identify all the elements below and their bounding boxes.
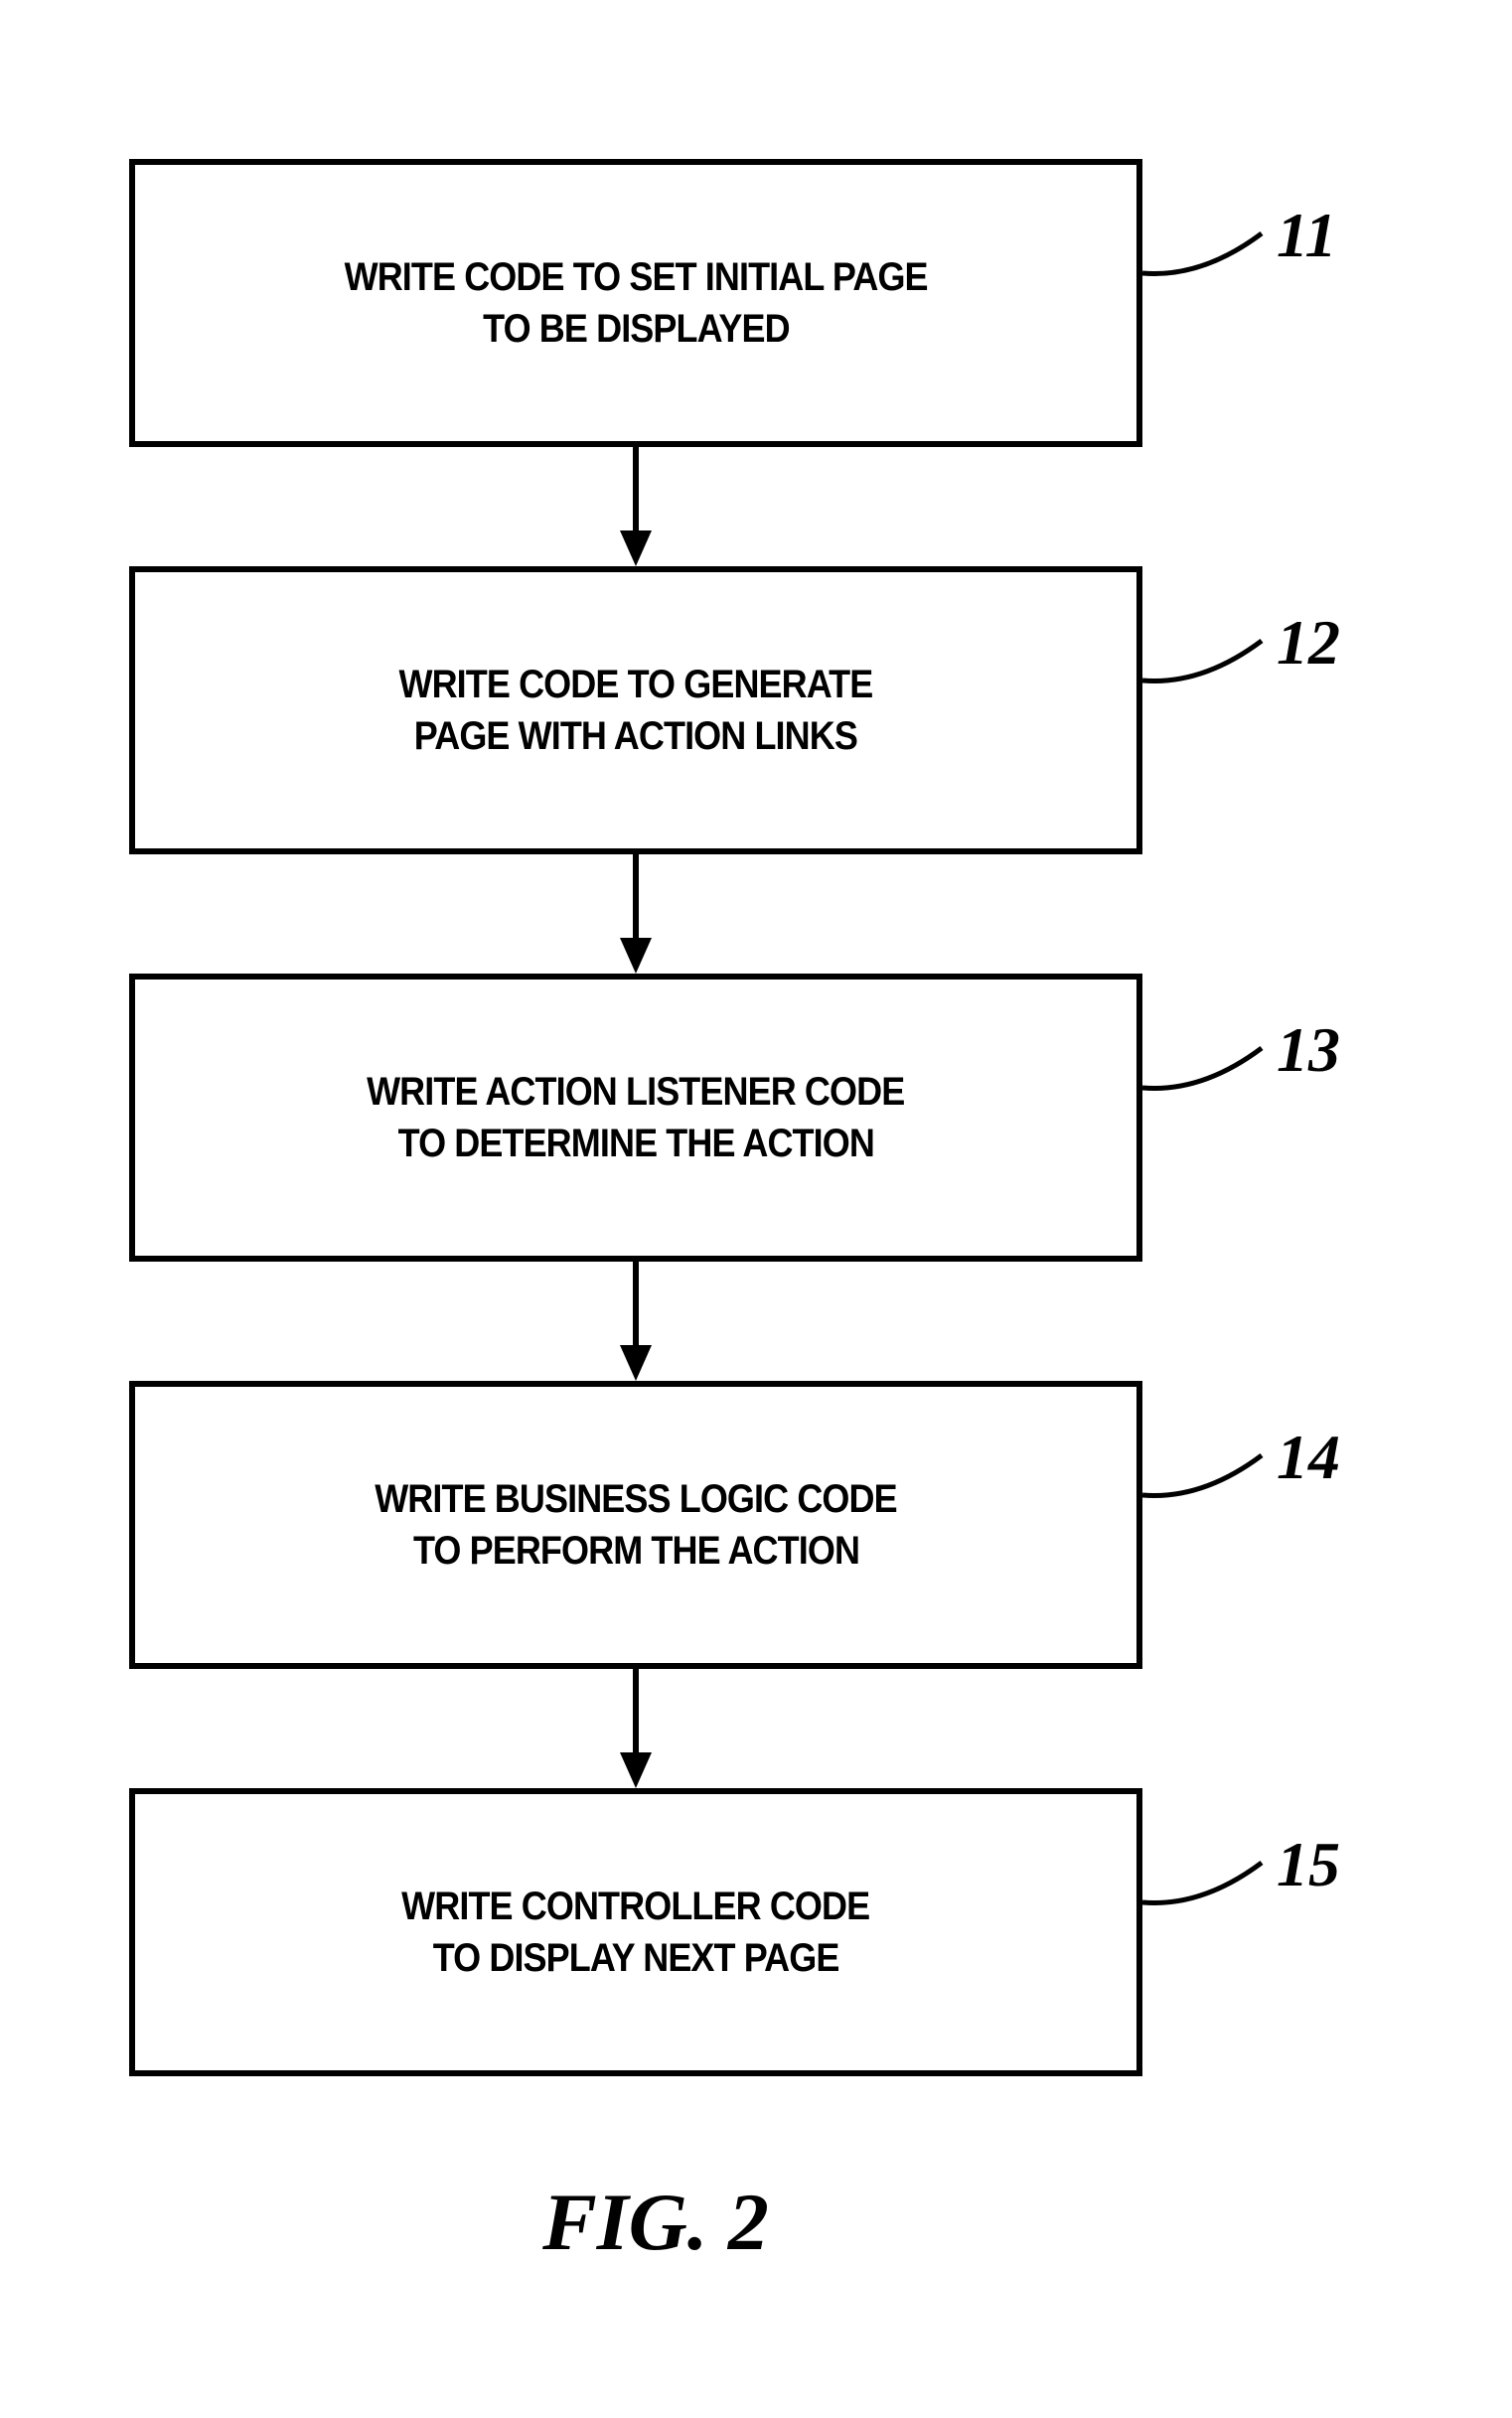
- arrow-line-1: [633, 447, 639, 532]
- figure-caption: FIG. 2: [457, 2176, 854, 2269]
- ref-curve-3: [1142, 1043, 1272, 1103]
- box-text-3-line1: WRITE ACTION LISTENER CODE: [367, 1066, 904, 1118]
- arrow-line-2: [633, 854, 639, 940]
- process-box-2: WRITE CODE TO GENERATE PAGE WITH ACTION …: [129, 566, 1142, 854]
- box-text-2-line1: WRITE CODE TO GENERATE: [399, 659, 873, 710]
- arrow-head-4: [620, 1752, 652, 1788]
- process-box-4: WRITE BUSINESS LOGIC CODE TO PERFORM THE…: [129, 1381, 1142, 1669]
- ref-curve-1: [1142, 228, 1272, 288]
- ref-number-4: 14: [1277, 1421, 1340, 1494]
- box-text-3-line2: TO DETERMINE THE ACTION: [397, 1118, 873, 1169]
- ref-curve-5: [1142, 1858, 1272, 1917]
- ref-number-3: 13: [1277, 1013, 1340, 1087]
- arrow-line-4: [633, 1669, 639, 1754]
- box-text-1-line2: TO BE DISPLAYED: [483, 303, 790, 355]
- box-text-4-line1: WRITE BUSINESS LOGIC CODE: [375, 1473, 897, 1525]
- arrow-head-2: [620, 938, 652, 974]
- ref-number-2: 12: [1277, 606, 1340, 680]
- process-box-3: WRITE ACTION LISTENER CODE TO DETERMINE …: [129, 974, 1142, 1262]
- ref-number-5: 15: [1277, 1828, 1340, 1901]
- ref-curve-2: [1142, 636, 1272, 695]
- box-text-5-line2: TO DISPLAY NEXT PAGE: [433, 1932, 839, 1984]
- arrow-head-1: [620, 530, 652, 566]
- arrow-line-3: [633, 1262, 639, 1347]
- arrow-head-3: [620, 1345, 652, 1381]
- process-box-1: WRITE CODE TO SET INITIAL PAGE TO BE DIS…: [129, 159, 1142, 447]
- box-text-5-line1: WRITE CONTROLLER CODE: [401, 1881, 869, 1932]
- process-box-5: WRITE CONTROLLER CODE TO DISPLAY NEXT PA…: [129, 1788, 1142, 2076]
- box-text-4-line2: TO PERFORM THE ACTION: [412, 1525, 858, 1577]
- box-text-1-line1: WRITE CODE TO SET INITIAL PAGE: [344, 251, 927, 303]
- ref-curve-4: [1142, 1450, 1272, 1510]
- box-text-2-line2: PAGE WITH ACTION LINKS: [414, 710, 857, 762]
- ref-number-1: 11: [1277, 199, 1336, 272]
